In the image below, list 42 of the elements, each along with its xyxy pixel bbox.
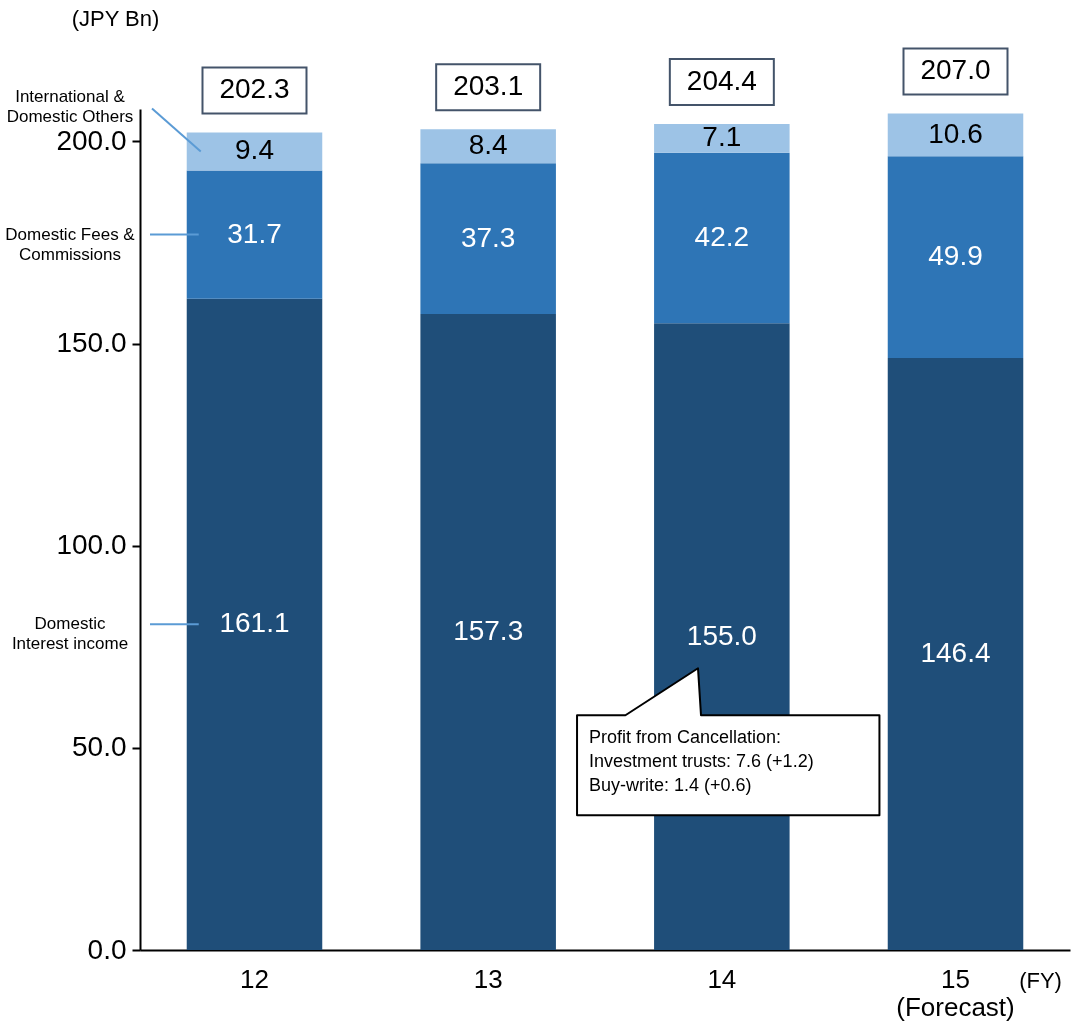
bar [887, 358, 1024, 950]
y-tick-label: 0.0 [87, 933, 127, 965]
x-tick-label: 15 (Forecast) [896, 963, 1015, 1022]
bar [186, 170, 323, 299]
bar [654, 123, 790, 153]
y-tick-label: 100.0 [56, 529, 127, 561]
x-tick-label: 13 [473, 963, 503, 994]
total-label: 204.4 [686, 64, 757, 96]
bar [420, 313, 556, 950]
total-label: 202.3 [219, 73, 290, 105]
bar [420, 129, 556, 164]
data-label: 49.9 [928, 240, 983, 272]
x-tick-label: 14 [707, 963, 737, 994]
bar [186, 132, 323, 171]
text: Domestic Interest income [11, 614, 129, 654]
y-tick-label: 150.0 [56, 327, 127, 359]
y-axis-title: (JPY Bn) [71, 5, 160, 31]
bar [887, 113, 1024, 157]
data-label: 157.3 [453, 615, 524, 646]
data-label: 31.7 [227, 217, 282, 249]
annotation: Profit from Cancellation: Investment trusts: 7.6 (+1.2) Buy-write: 1.4 (+0.6) [589, 727, 814, 796]
data-label: 10.6 [928, 117, 983, 149]
x-axis-title: (FY) [1019, 967, 1062, 993]
bar [887, 156, 1024, 359]
data-label: 37.3 [460, 221, 516, 253]
data-label: 7.1 [702, 121, 742, 153]
data-label: 155.0 [686, 619, 757, 651]
bar [186, 298, 323, 950]
data-label: 8.4 [468, 129, 508, 161]
total-label: 203.1 [453, 70, 524, 102]
y-tick-label: 200.0 [56, 124, 127, 156]
bar [654, 152, 790, 324]
y-tick-label: 50.0 [72, 731, 127, 763]
data-label: 146.4 [920, 637, 991, 669]
x-tick-label: 12 [240, 963, 269, 994]
data-label: 161.1 [219, 607, 290, 639]
text: Domestic Fees & Commissions [5, 224, 136, 264]
total-label: 207.0 [920, 54, 991, 86]
text: International & Domestic Others [6, 87, 134, 127]
data-label: 9.4 [235, 134, 274, 166]
bar [420, 163, 556, 314]
data-label: 42.2 [694, 220, 750, 252]
